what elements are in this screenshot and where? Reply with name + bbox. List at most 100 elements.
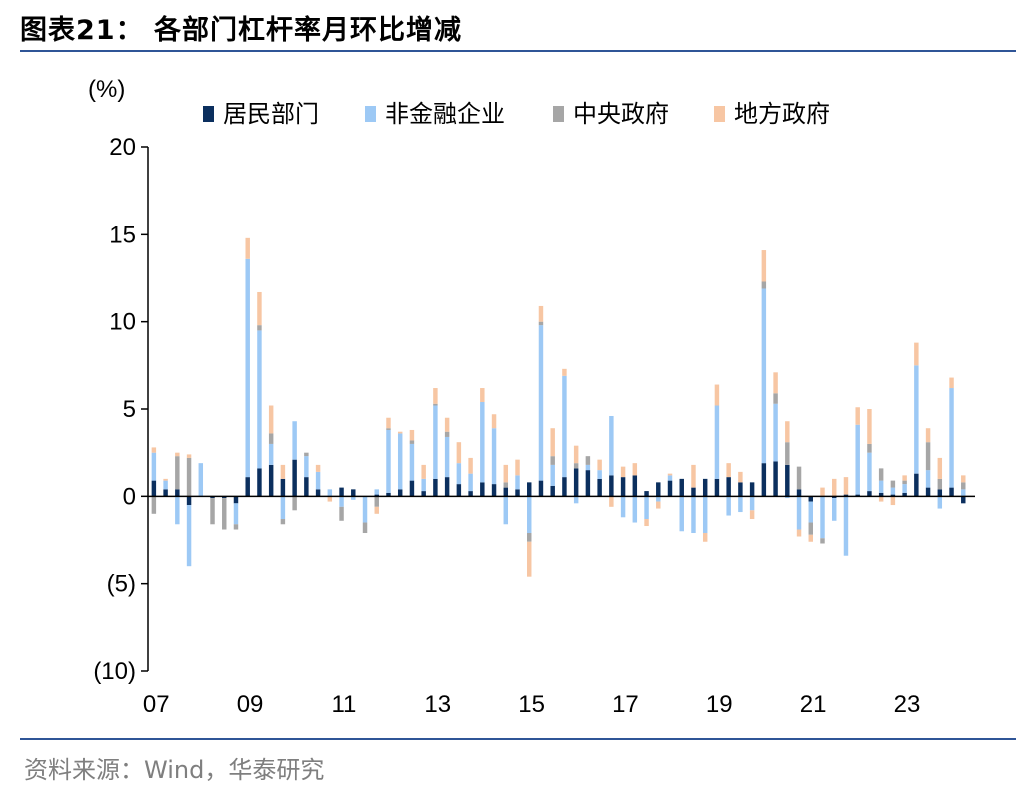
- bar-central-08Q4: [233, 524, 239, 530]
- bar-nonfin-08Q1: [198, 463, 204, 497]
- bar-nonfin-11Q4: [374, 489, 379, 495]
- bar-household-20Q4: [796, 489, 802, 497]
- bar-household-08Q2: [210, 496, 215, 499]
- y-tick-label: 20: [109, 134, 136, 161]
- bar-local-21Q4: [843, 477, 849, 495]
- bar-nonfin-15Q2: [538, 325, 544, 481]
- bar-local-07Q3: [175, 452, 180, 457]
- bar-household-18Q3: [691, 487, 696, 497]
- bar-household-08Q3: [222, 496, 227, 499]
- y-tick-label: 0: [123, 483, 136, 510]
- bar-household-07Q4: [186, 496, 192, 506]
- bar-nonfin-22Q1: [855, 424, 860, 495]
- bar-household-22Q3: [878, 492, 884, 497]
- x-tick-label: 21: [800, 691, 827, 718]
- bar-central-22Q4: [890, 480, 896, 488]
- bar-nonfin-15Q1: [527, 496, 532, 534]
- legend-swatch-central: [553, 106, 564, 122]
- bar-household-19Q1: [714, 478, 720, 497]
- bar-local-18Q4: [702, 533, 708, 542]
- bar-nonfin-13Q1: [433, 405, 438, 479]
- bar-nonfin-16Q4: [609, 415, 614, 476]
- bar-local-17Q2: [632, 463, 638, 476]
- bar-household-14Q2: [491, 484, 497, 497]
- bar-household-16Q4: [609, 475, 614, 497]
- bar-household-13Q3: [456, 484, 462, 497]
- bar-local-07Q2: [163, 478, 168, 481]
- bar-household-12Q3: [409, 480, 415, 497]
- bar-nonfin-09Q2: [257, 330, 262, 469]
- bar-nonfin-13Q2: [444, 436, 450, 478]
- bar-local-13Q2: [444, 417, 450, 432]
- bar-local-14Q3: [503, 464, 509, 483]
- bar-nonfin-21Q3: [832, 498, 837, 521]
- bar-nonfin-11Q2: [351, 496, 356, 500]
- top-divider: [20, 50, 1016, 52]
- bar-local-20Q2: [773, 372, 778, 394]
- bar-local-14Q2: [491, 414, 497, 429]
- bar-local-09Q4: [280, 464, 286, 479]
- bar-local-15Q2: [538, 305, 544, 322]
- bar-local-16Q1: [573, 445, 579, 464]
- x-tick-label: 19: [706, 691, 733, 718]
- bar-central-20Q1: [761, 281, 767, 289]
- bar-nonfin-09Q1: [245, 258, 250, 478]
- bar-nonfin-23Q2: [914, 365, 919, 474]
- bar-household-09Q1: [245, 477, 250, 497]
- legend-label-central: 中央政府: [573, 100, 669, 128]
- bar-central-08Q2: [210, 498, 215, 525]
- bar-local-19Q4: [749, 510, 755, 520]
- bar-local-20Q1: [761, 250, 767, 282]
- bar-household-07Q3: [175, 489, 180, 497]
- bar-central-16Q2: [585, 456, 591, 465]
- bar-central-23Q1: [902, 480, 907, 485]
- bar-central-14Q3: [503, 482, 509, 488]
- bar-local-21Q3: [832, 478, 837, 497]
- bar-local-12Q1: [386, 417, 391, 429]
- bar-local-07Q1: [151, 447, 157, 453]
- bar-nonfin-10Q1: [292, 421, 297, 460]
- legend: 居民部门 非金融企业 中央政府 地方政府: [203, 100, 830, 128]
- bar-household-23Q2: [914, 473, 919, 497]
- bar-household-12Q2: [397, 489, 403, 497]
- bar-central-09Q3: [268, 433, 274, 444]
- bar-local-21Q1: [808, 534, 813, 542]
- bar-nonfin-10Q4: [327, 489, 333, 497]
- bar-household-17Q1: [620, 477, 626, 497]
- bar-nonfin-12Q3: [409, 443, 415, 481]
- bar-local-15Q3: [550, 428, 555, 457]
- bar-local-12Q2: [397, 431, 403, 434]
- bar-nonfin-17Q3: [644, 496, 649, 520]
- bar-household-23Q1: [902, 492, 907, 497]
- bar-nonfin-15Q4: [562, 375, 567, 478]
- bar-nonfin-07Q2: [163, 480, 168, 490]
- bar-local-24Q1: [949, 377, 954, 389]
- source-note: 资料来源：Wind，华泰研究: [24, 756, 325, 784]
- bar-central-22Q2: [867, 443, 872, 453]
- bar-nonfin-12Q4: [421, 478, 426, 492]
- bar-central-07Q3: [175, 456, 180, 490]
- bar-central-16Q1: [573, 463, 579, 469]
- bar-nonfin-08Q4: [233, 503, 239, 525]
- x-tick-label: 23: [894, 691, 921, 718]
- bar-nonfin-13Q3: [456, 463, 462, 485]
- bar-central-12Q3: [409, 440, 415, 444]
- bar-local-16Q3: [597, 459, 602, 471]
- bar-local-14Q1: [480, 388, 485, 403]
- bar-nonfin-12Q1: [386, 429, 391, 493]
- bar-household-10Q2: [304, 477, 309, 497]
- bar-nonfin-17Q4: [656, 496, 661, 502]
- bar-household-16Q3: [597, 478, 602, 497]
- bar-nonfin-07Q3: [175, 496, 180, 525]
- bar-local-19Q2: [726, 463, 731, 478]
- bar-local-21Q2: [820, 487, 825, 497]
- bar-central-11Q4: [374, 496, 379, 507]
- bar-household-14Q4: [515, 489, 520, 497]
- bar-household-22Q2: [867, 491, 872, 497]
- bar-local-11Q4: [374, 506, 379, 514]
- bar-household-18Q1: [667, 480, 673, 497]
- bars: [151, 237, 966, 577]
- x-tick-label: 17: [612, 691, 639, 718]
- bar-nonfin-19Q2: [726, 496, 731, 516]
